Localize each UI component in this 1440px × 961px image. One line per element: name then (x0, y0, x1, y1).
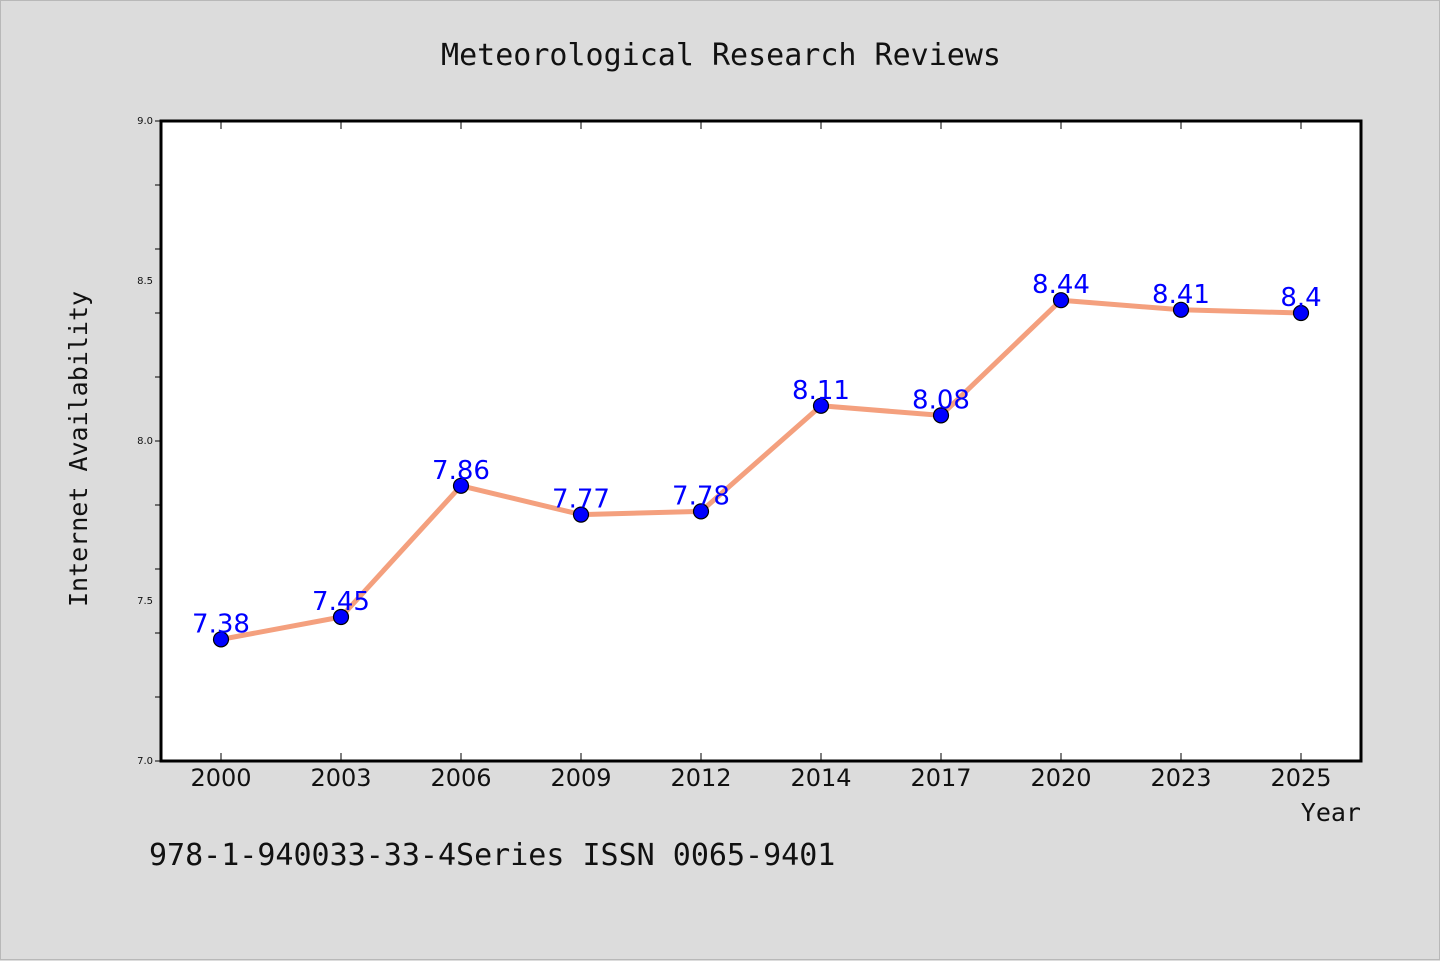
y-tick-label: 8.0 (137, 436, 153, 447)
y-tick-label: 7.5 (137, 596, 153, 607)
series-line (218, 297, 1304, 642)
data-point (572, 506, 590, 523)
data-labels: 7.38 7.45 7.86 7.77 7.78 8.11 8.08 8.44 8.41 8.4 (192, 270, 1322, 639)
data-label: 8.41 (1152, 280, 1210, 310)
data-label: 8.44 (1032, 270, 1090, 300)
x-tick-label: 2023 (1150, 764, 1211, 792)
data-label: 8.08 (912, 385, 970, 415)
x-tick-label: 2009 (550, 764, 611, 792)
data-label: 7.77 (552, 485, 610, 515)
chart-title: Meteorological Research Reviews (441, 38, 1001, 73)
x-tick-label: 2025 (1270, 764, 1331, 792)
data-point (812, 397, 830, 414)
y-tick-label: 7.0 (137, 756, 153, 767)
x-axis-label: Year (1301, 798, 1361, 827)
data-label: 7.78 (672, 481, 730, 511)
x-tick-label: 2000 (190, 764, 251, 792)
x-tick-label: 2017 (910, 764, 971, 792)
x-tick-label: 2006 (430, 764, 491, 792)
footer-text: 978-1-940033-33-4Series ISSN 0065-9401 (149, 838, 835, 873)
y-axis: 7.0 7.5 8.0 8.5 9.0 (137, 116, 161, 767)
y-tick-label: 9.0 (137, 116, 153, 127)
x-tick-label: 2003 (310, 764, 371, 792)
data-point (1052, 292, 1070, 309)
data-label: 8.4 (1280, 283, 1321, 313)
data-label: 8.11 (792, 376, 850, 406)
data-point (212, 631, 230, 648)
x-tick-label: 2014 (790, 764, 851, 792)
data-point (1292, 304, 1310, 322)
data-markers (212, 292, 1310, 648)
y-tick-label: 8.5 (137, 276, 153, 287)
x-tick-label: 2020 (1030, 764, 1091, 792)
data-point (932, 407, 950, 424)
data-label: 7.86 (432, 456, 490, 486)
x-tick-label: 2012 (670, 764, 731, 792)
data-point (692, 503, 710, 520)
y-axis-label: Internet Availability (64, 291, 93, 607)
data-label: 7.38 (192, 609, 250, 639)
data-point (1172, 301, 1190, 318)
data-point (332, 608, 350, 626)
x-axis: 2000 2003 2006 2009 2012 2014 2017 2020 2023 2025 (190, 121, 1332, 792)
data-label: 7.45 (312, 587, 370, 617)
plot-area (159, 119, 1363, 763)
data-point (452, 477, 470, 494)
